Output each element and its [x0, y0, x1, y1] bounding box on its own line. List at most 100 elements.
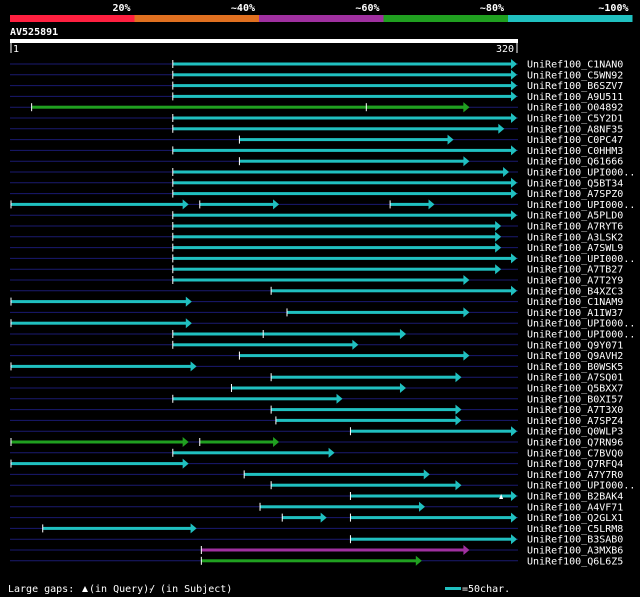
hit-label[interactable]: UniRef100_A7Y7R0 [527, 470, 623, 481]
hit-row[interactable]: UniRef100_O04892 [10, 102, 623, 114]
hit-row[interactable]: UniRef100_C5LRM8 [10, 523, 623, 535]
hit-row[interactable]: UniRef100_C5Y2D1 [10, 113, 623, 125]
hit-label[interactable]: UniRef100_A7T3X0 [527, 405, 623, 416]
hit-label[interactable]: UniRef100_A7SPZ0 [527, 189, 623, 200]
hit-row[interactable]: UniRef100_UPI000.. [10, 253, 635, 265]
hit-label[interactable]: UniRef100_C0PC47 [527, 135, 623, 146]
hit-label[interactable]: UniRef100_C5LRM8 [527, 524, 623, 535]
hit-row[interactable]: UniRef100_C0PC47 [10, 134, 623, 147]
hit-label[interactable]: UniRef100_Q61666 [527, 157, 623, 168]
hit-row[interactable]: UniRef100_A7T3X0 [10, 404, 623, 417]
hit-row[interactable]: UniRef100_A3LSK2 [10, 231, 623, 244]
hit-row[interactable]: UniRef100_Q7RFQ4 [10, 458, 623, 471]
hit-row[interactable]: UniRef100_A1IW37 [10, 307, 623, 319]
hit-label[interactable]: UniRef100_A3MXB6 [527, 546, 623, 557]
hit-label[interactable]: UniRef100_A7TB27 [527, 265, 623, 276]
hit-row[interactable]: UniRef100_A4VF71 [10, 501, 623, 514]
hit-row[interactable]: UniRef100_A8NF35 [10, 123, 623, 136]
hit-label[interactable]: UniRef100_C5Y2D1 [527, 114, 623, 125]
hit-label[interactable]: UniRef100_A7SQ01 [527, 373, 623, 384]
hit-label[interactable]: UniRef100_O04892 [527, 103, 623, 114]
hit-row[interactable]: UniRef100_Q6L6Z5 [10, 555, 623, 568]
hit-label[interactable]: UniRef100_A4VF71 [527, 502, 623, 513]
hit-label[interactable]: UniRef100_Q7RFQ4 [527, 459, 623, 470]
hit-row[interactable]: UniRef100_A7SPZ0 [10, 188, 623, 201]
hit-label[interactable]: UniRef100_C7BVQ0 [527, 448, 623, 459]
hit-label[interactable]: UniRef100_Q5BXX7 [527, 384, 623, 395]
hit-row[interactable]: UniRef100_Q7RN96 [10, 437, 623, 449]
hit-label[interactable]: UniRef100_UPI000.. [527, 200, 635, 211]
hit-row[interactable]: UniRef100_B4XZC3 [10, 285, 623, 298]
hit-row[interactable]: UniRef100_Q9AVH2 [10, 350, 623, 363]
hit-label[interactable]: UniRef100_C5WN92 [527, 70, 623, 81]
hit-row[interactable]: UniRef100_UPI000.. [10, 167, 635, 179]
hit-label[interactable]: UniRef100_C1NAN0 [527, 60, 623, 71]
alignment-segment [172, 224, 497, 228]
hit-label[interactable]: UniRef100_A7RYT6 [527, 222, 623, 233]
hit-row[interactable]: UniRef100_A7SPZ4 [10, 415, 623, 427]
hit-row[interactable]: UniRef100_B0WSK5 [10, 361, 623, 373]
segment-start-tick [365, 103, 367, 112]
hit-label[interactable]: UniRef100_A7T2Y9 [527, 276, 623, 287]
legend-band [383, 15, 508, 22]
hit-row[interactable]: UniRef100_C1NAM9 [10, 296, 623, 309]
hit-label[interactable]: UniRef100_A7SPZ4 [527, 416, 623, 427]
hit-label[interactable]: UniRef100_UPI000.. [527, 168, 635, 179]
hit-row[interactable]: UniRef100_A7SWL9 [10, 242, 623, 255]
hit-label[interactable]: UniRef100_Q9Y071 [527, 340, 623, 351]
hit-label[interactable]: UniRef100_Q0WLP3 [527, 427, 623, 438]
hit-row[interactable]: UniRef100_C0HHM3 [10, 145, 623, 157]
hit-row[interactable]: UniRef100_C5WN92 [10, 69, 623, 82]
hit-row[interactable]: UniRef100_Q0WLP3 [10, 426, 623, 438]
hit-label[interactable]: UniRef100_A3LSK2 [527, 232, 623, 243]
hit-row[interactable]: UniRef100_A7TB27 [10, 264, 623, 276]
hit-row[interactable]: UniRef100_B6SZV7 [10, 80, 623, 93]
hit-label[interactable]: UniRef100_A9U511 [527, 92, 623, 103]
hit-row[interactable]: UniRef100_Q61666 [10, 156, 623, 168]
hit-row[interactable]: UniRef100_A7T2Y9 [10, 275, 623, 287]
hit-row[interactable]: UniRef100_Q2GLX1 [10, 512, 623, 525]
hit-row[interactable]: UniRef100_UPI000.. [10, 199, 635, 211]
hit-row[interactable]: UniRef100_A7Y7R0 [10, 469, 623, 481]
hit-row[interactable]: UniRef100_A9U511 [10, 91, 623, 103]
hit-label[interactable]: UniRef100_A1IW37 [527, 308, 623, 319]
hit-label[interactable]: UniRef100_A8NF35 [527, 124, 623, 135]
hit-row[interactable]: UniRef100_B2BAK4 [10, 491, 623, 503]
hit-row[interactable]: UniRef100_B0XI57 [10, 393, 623, 406]
hit-label[interactable]: UniRef100_B0XI57 [527, 394, 623, 405]
hit-label[interactable]: UniRef100_A5PLD0 [527, 211, 623, 222]
hit-row[interactable]: UniRef100_UPI000.. [10, 480, 635, 492]
hit-label[interactable]: UniRef100_B3SAB0 [527, 535, 623, 546]
hit-label[interactable]: UniRef100_B0WSK5 [527, 362, 623, 373]
hit-row[interactable]: UniRef100_Q5BXX7 [10, 383, 623, 395]
hit-row[interactable]: UniRef100_UPI000.. [10, 329, 635, 341]
hit-row[interactable]: UniRef100_A7RYT6 [10, 221, 623, 233]
hit-label[interactable]: UniRef100_B2BAK4 [527, 492, 623, 503]
hit-label[interactable]: UniRef100_A7SWL9 [527, 243, 623, 254]
hit-row[interactable]: UniRef100_Q9Y071 [10, 339, 623, 352]
hit-row[interactable]: UniRef100_A7SQ01 [10, 372, 623, 384]
hit-row[interactable]: UniRef100_C7BVQ0 [10, 447, 623, 460]
hit-label[interactable]: UniRef100_Q9AVH2 [527, 351, 623, 362]
hit-row[interactable]: UniRef100_Q5BT34 [10, 177, 623, 190]
hit-row[interactable]: UniRef100_C1NAN0 [10, 59, 623, 71]
hit-label[interactable]: UniRef100_C0HHM3 [527, 146, 623, 157]
segment-start-tick [243, 470, 245, 479]
hit-row[interactable]: UniRef100_UPI000.. [10, 318, 635, 330]
hit-label[interactable]: UniRef100_B6SZV7 [527, 81, 623, 92]
hit-label[interactable]: UniRef100_C1NAM9 [527, 297, 623, 308]
hit-label[interactable]: UniRef100_Q5BT34 [527, 178, 623, 189]
hit-label[interactable]: UniRef100_UPI000.. [527, 319, 635, 330]
hit-label[interactable]: UniRef100_B4XZC3 [527, 286, 623, 297]
hit-label[interactable]: UniRef100_Q2GLX1 [527, 513, 623, 524]
hit-row[interactable]: UniRef100_A3MXB6 [10, 545, 623, 557]
segment-arrow [511, 534, 517, 545]
hit-label[interactable]: UniRef100_Q6L6Z5 [527, 556, 623, 567]
hit-label[interactable]: UniRef100_UPI000.. [527, 254, 635, 265]
hit-row[interactable]: UniRef100_A5PLD0 [10, 210, 623, 222]
hit-label[interactable]: UniRef100_UPI000.. [527, 481, 635, 492]
hit-row[interactable]: UniRef100_B3SAB0 [10, 534, 623, 546]
alignment-segment [172, 148, 513, 152]
hit-label[interactable]: UniRef100_UPI000.. [527, 330, 635, 341]
hit-label[interactable]: UniRef100_Q7RN96 [527, 438, 623, 449]
